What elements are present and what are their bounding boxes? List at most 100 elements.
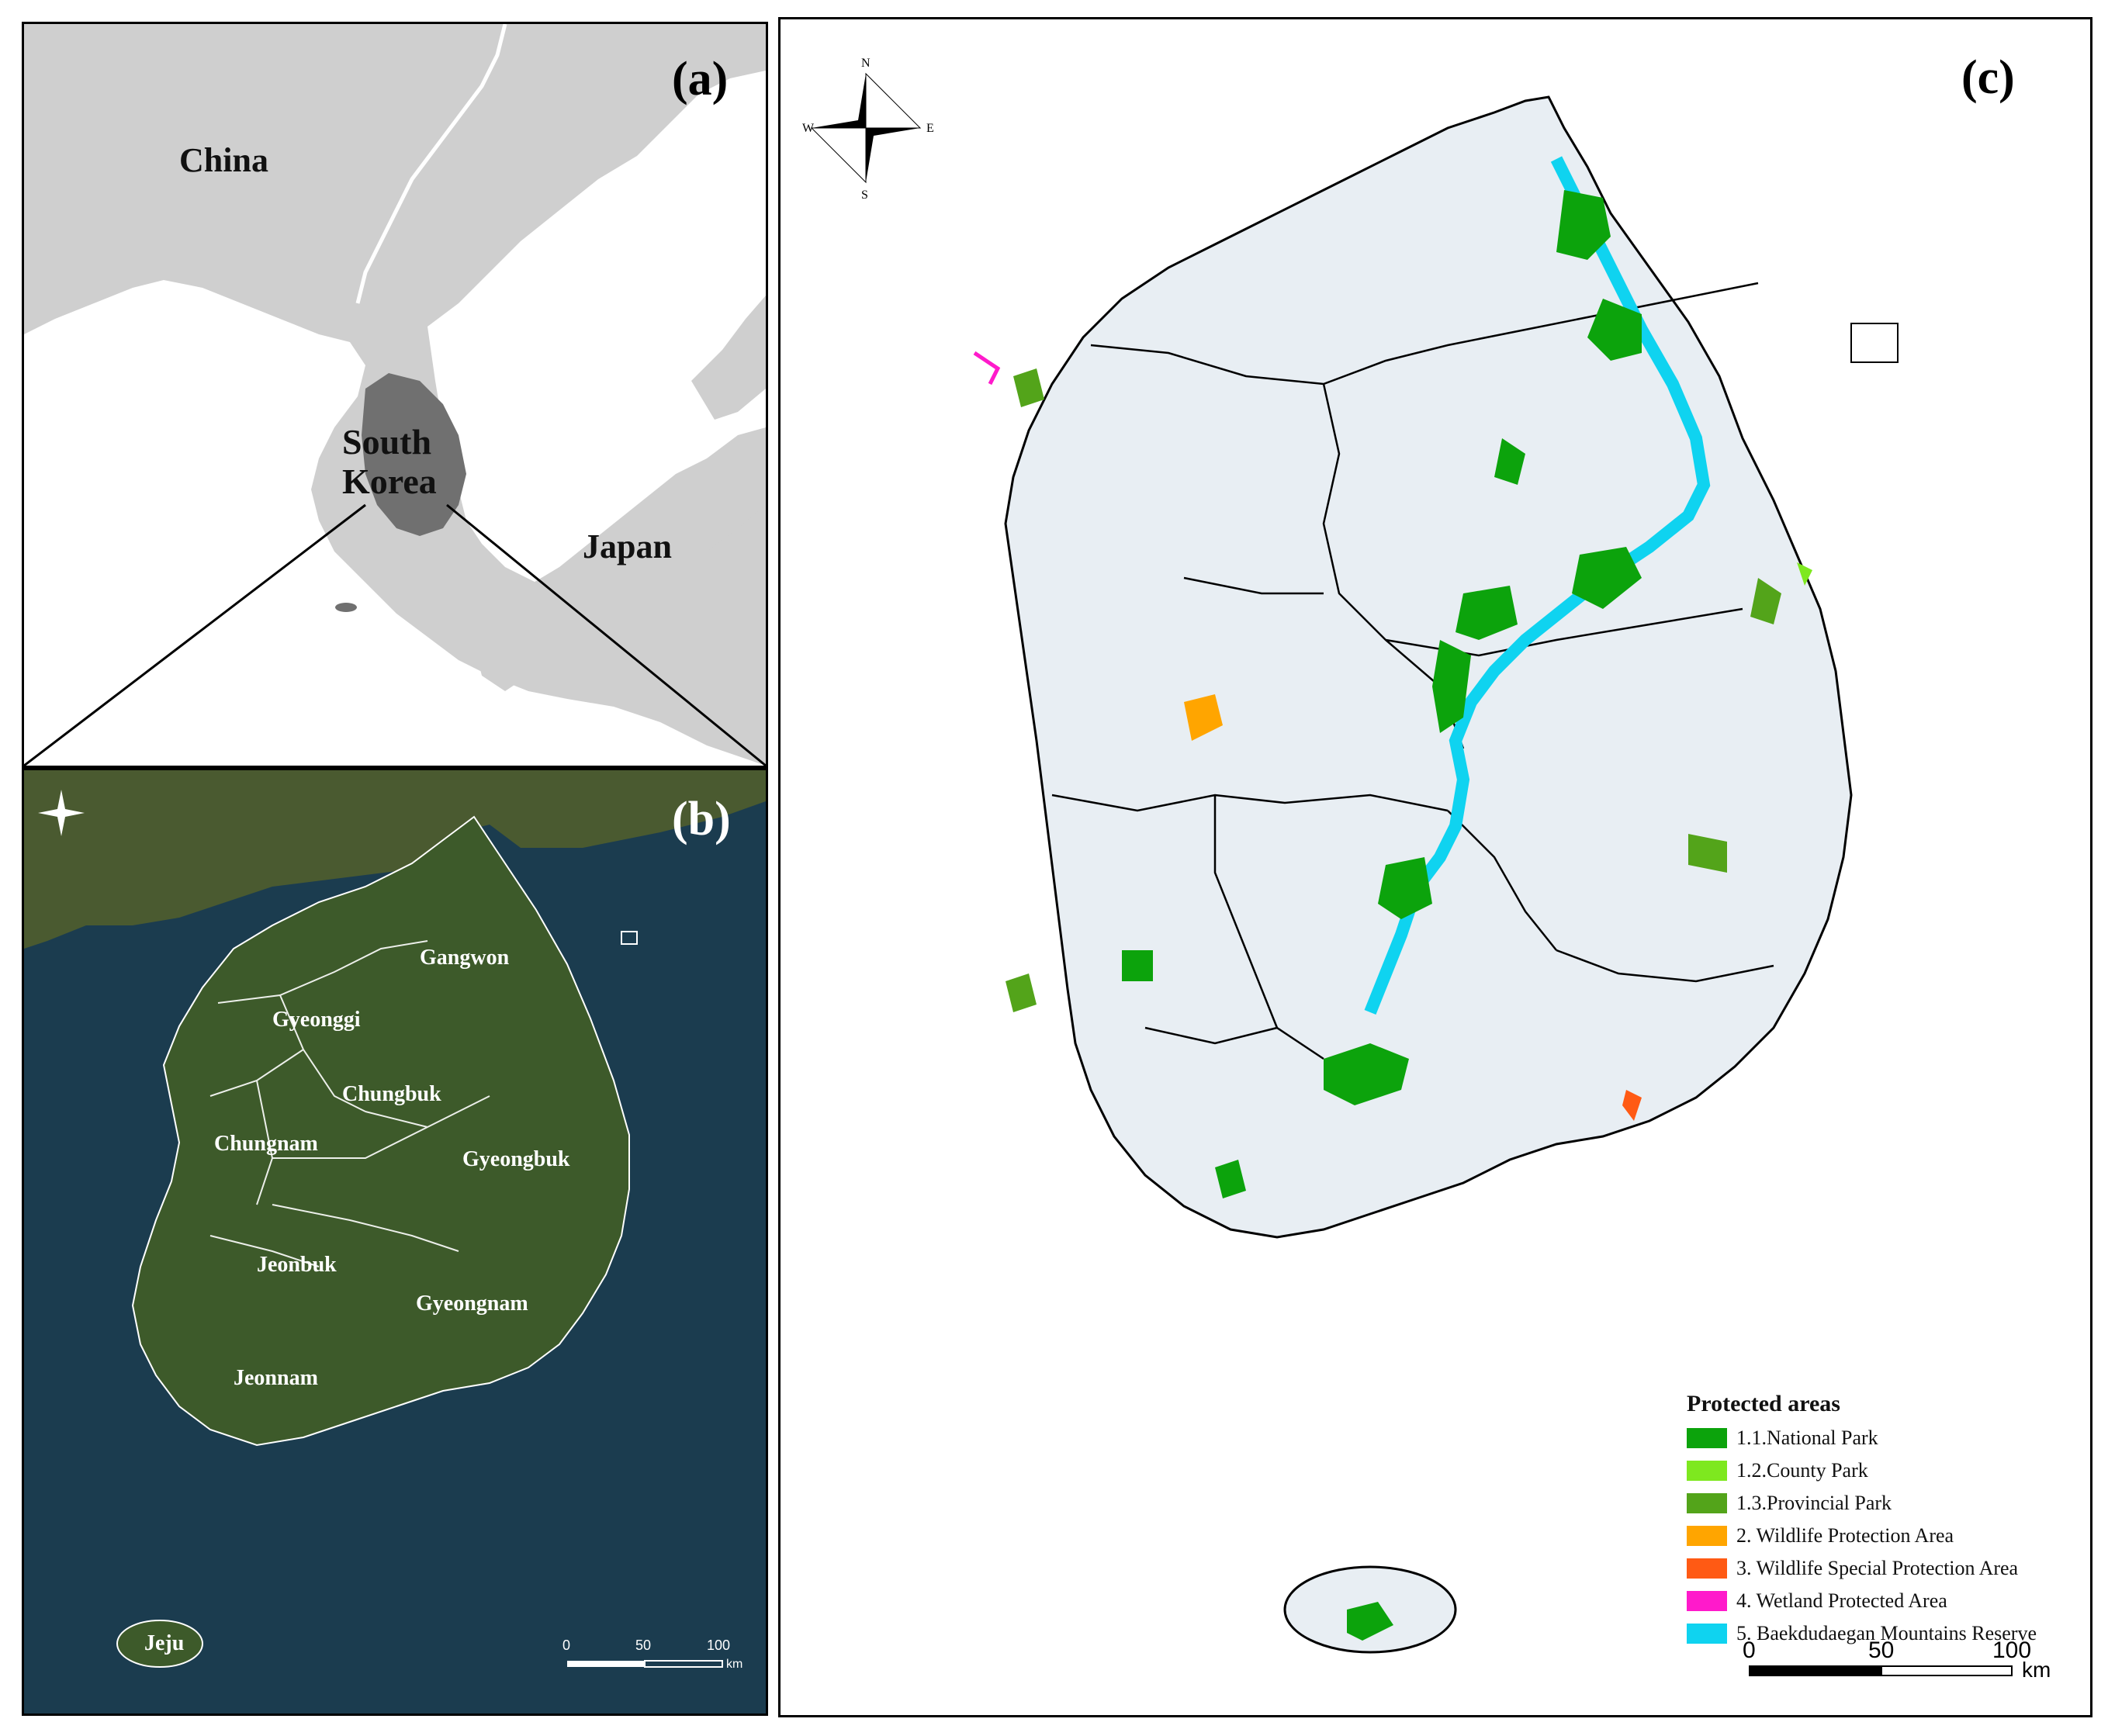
south-korea-shape — [362, 373, 466, 536]
region-jeonnam: Jeonnam — [234, 1366, 318, 1390]
legend-label: 1.3.Provincial Park — [1736, 1492, 1892, 1514]
legend-swatch — [1687, 1558, 1727, 1579]
scale-b-tick-0: 0 — [562, 1637, 571, 1653]
legend-swatch — [1687, 1493, 1727, 1513]
national-park-9 — [1122, 950, 1153, 981]
legend-swatch — [1687, 1428, 1727, 1448]
legend-label: 5. Baekdudaegan Mountains Reserve — [1736, 1622, 2037, 1644]
legend-swatch — [1687, 1461, 1727, 1481]
region-chungbuk: Chungbuk — [342, 1082, 441, 1106]
legend-label: 3. Wildlife Special Protection Area — [1736, 1557, 2019, 1579]
legend-label: 2. Wildlife Protection Area — [1736, 1524, 1954, 1547]
national-park-7 — [1378, 857, 1432, 919]
county-park-1 — [1797, 562, 1812, 586]
label-china: China — [179, 141, 268, 179]
locator-map-svg — [24, 24, 766, 766]
wildlife-protection-1 — [1184, 694, 1223, 741]
national-park-5 — [1456, 586, 1518, 640]
compass-n: N — [861, 57, 871, 70]
scale-b-tick-50: 50 — [635, 1637, 652, 1653]
ulleungdo-box — [1850, 323, 1899, 363]
korea-outline — [1004, 95, 1853, 1239]
region-gyeongbuk: Gyeongbuk — [462, 1147, 570, 1171]
national-park-1 — [1556, 190, 1611, 260]
sea-yellow — [24, 334, 288, 645]
legend-item: 5. Baekdudaegan Mountains Reserve — [1687, 1620, 2037, 1647]
panel-a-label: (a) — [672, 53, 729, 105]
region-gangwon: Gangwon — [420, 946, 510, 970]
panel-b-label: (b) — [672, 793, 731, 846]
scale-b-tick-100: 100 — [707, 1637, 731, 1653]
north-land — [24, 770, 766, 949]
national-park-6 — [1432, 640, 1471, 733]
legend-item: 4. Wetland Protected Area — [1687, 1588, 1947, 1614]
protected-area-patches — [973, 156, 1812, 1641]
scale-c-tick-100: 100 — [1992, 1637, 2032, 1663]
region-gyeonggi: Gyeonggi — [272, 1008, 361, 1032]
scale-bar-c-white — [1881, 1665, 2013, 1676]
scale-bar-b — [567, 1660, 723, 1668]
jeju-island — [116, 1620, 203, 1668]
japan-island — [521, 427, 766, 621]
national-park-2 — [1587, 299, 1642, 361]
region-border — [209, 940, 490, 1267]
scale-b-unit: km — [726, 1658, 743, 1671]
region-chungnam: Chungnam — [214, 1132, 318, 1156]
legend-label: 1.1.National Park — [1736, 1426, 1878, 1449]
wetland-protected-1 — [973, 351, 1001, 386]
legend-swatch — [1687, 1624, 1727, 1644]
legend-item: 1.3.Provincial Park — [1687, 1490, 1892, 1516]
legend-items: 1.1.National Park 1.2.County Park 1.3.Prov… — [1687, 1425, 2090, 1658]
satellite-map-svg — [24, 770, 766, 1668]
compass-rose-b — [38, 790, 85, 836]
japan-kyushu — [474, 598, 544, 691]
compass-w: W — [802, 122, 815, 135]
national-park-10 — [1347, 1602, 1393, 1641]
label-south-korea-line2: Korea — [342, 462, 437, 501]
legend-swatch — [1687, 1591, 1727, 1611]
compass-e: E — [926, 122, 934, 135]
label-south-korea-line1: South — [342, 422, 432, 462]
legend-item: 2. Wildlife Protection Area — [1687, 1523, 1954, 1549]
scale-c-tick-0: 0 — [1743, 1637, 1756, 1663]
protected-areas-svg — [810, 72, 1899, 1654]
provincial-park-1 — [1006, 973, 1037, 1012]
legend-item: 3. Wildlife Special Protection Area — [1687, 1555, 2018, 1582]
jeju-shape — [335, 603, 357, 612]
legend-label: 4. Wetland Protected Area — [1736, 1589, 1947, 1612]
province-borders — [1051, 282, 1774, 1060]
japan-north — [691, 296, 766, 420]
korea-mainland — [131, 815, 630, 1447]
legend-swatch — [1687, 1526, 1727, 1546]
legend: Protected areas 1.1.National Park 1.2.Cou… — [1687, 1391, 2090, 1686]
panel-a-locator-map: (a) China South Korea Japan — [22, 22, 768, 768]
panel-c-label: (c) — [1961, 51, 2015, 104]
scale-c-unit: km — [2022, 1658, 2051, 1682]
provincial-park-3 — [1688, 834, 1727, 873]
national-park-8 — [1324, 1043, 1409, 1105]
national-park-11 — [1215, 1160, 1246, 1198]
legend-item: 1.2.County Park — [1687, 1458, 1868, 1484]
scale-bar-c — [1749, 1665, 2028, 1696]
border-line — [355, 24, 507, 304]
legend-item: 1.1.National Park — [1687, 1425, 1878, 1451]
legend-label: 1.2.County Park — [1736, 1459, 1868, 1482]
provincial-park-4 — [1750, 578, 1781, 624]
national-park-3 — [1494, 438, 1525, 485]
compass-rose-c — [810, 72, 922, 184]
label-japan: Japan — [583, 527, 672, 565]
provincial-park-2 — [1013, 368, 1044, 407]
sea-east — [427, 71, 766, 583]
legend-title: Protected areas — [1687, 1391, 1840, 1416]
wildlife-special-1 — [1622, 1090, 1642, 1121]
panel-b-satellite-map: (b) Gangwon Gyeonggi Chungbuk Chungnam G… — [22, 768, 768, 1716]
region-jeju: Jeju — [144, 1631, 185, 1655]
region-gyeongnam: Gyeongnam — [416, 1292, 528, 1316]
compass-s: S — [861, 188, 868, 202]
ulleungdo-marker — [621, 931, 638, 945]
region-jeonbuk: Jeonbuk — [257, 1253, 337, 1277]
panel-c-protected-areas-map: (c) N S E W Protected areas 1.1.National… — [778, 17, 2092, 1717]
national-park-4 — [1572, 547, 1642, 609]
baekdudaegan-reserve — [1364, 156, 1711, 1015]
scale-bar-c-black — [1749, 1665, 1881, 1676]
